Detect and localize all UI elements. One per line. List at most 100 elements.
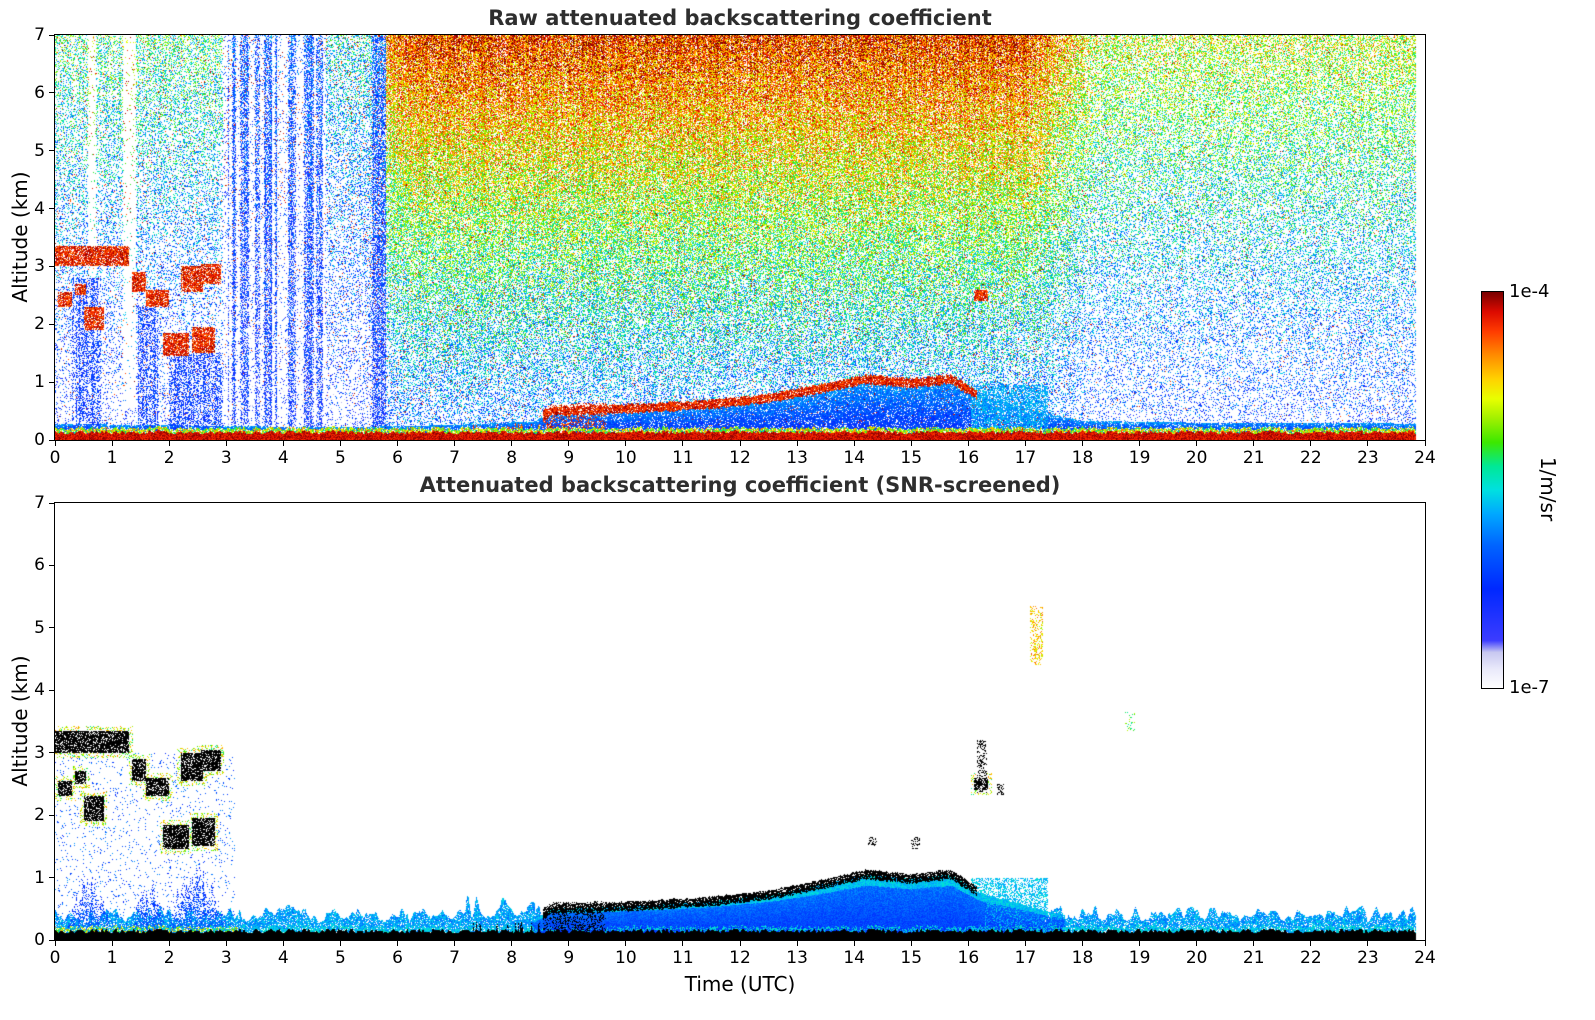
x-tick [1196,441,1198,446]
x-tick [1424,941,1426,946]
x-tick [1310,941,1312,946]
y-tick-label: 7 [34,25,45,45]
y-tick [49,92,54,94]
x-tick [54,941,56,946]
x-tick-label: 9 [563,448,575,468]
x-tick-label: 1 [106,448,118,468]
colorbar [1481,291,1504,689]
x-tick-label: 4 [277,948,289,968]
y-tick [49,439,54,441]
x-tick-label: 4 [277,448,289,468]
x-tick-label: 18 [1071,948,1094,968]
x-tick [1310,441,1312,446]
x-tick [225,441,227,446]
x-tick [910,441,912,446]
x-tick [910,941,912,946]
x-tick-label: 22 [1300,448,1322,468]
y-tick-label: 2 [34,805,45,826]
raw-panel-title: Raw attenuated backscattering coefficien… [488,6,992,30]
colorbar-gradient [1482,292,1503,688]
y-tick-label: 7 [34,493,45,513]
x-tick [1424,441,1426,446]
x-tick-label: 8 [506,948,518,968]
x-tick [1253,941,1255,946]
x-tick-label: 0 [49,948,61,968]
x-tick [796,941,798,946]
x-tick [1139,941,1141,946]
x-tick-label: 13 [786,448,808,468]
x-tick [568,441,570,446]
x-tick-label: 2 [163,948,175,968]
x-tick [1367,941,1369,946]
x-tick [967,941,969,946]
y-tick [49,150,54,152]
screened-panel-title: Attenuated backscattering coefficient (S… [419,473,1061,497]
x-tick [454,941,456,946]
x-tick [1367,441,1369,446]
y-tick [49,208,54,210]
x-tick-label: 24 [1414,448,1436,468]
y-tick-label: 0 [34,930,45,950]
y-tick [49,627,54,629]
x-tick-label: 1 [106,948,118,968]
x-tick-label: 11 [672,448,694,468]
x-tick-label: 10 [615,448,637,468]
x-tick-label: 11 [672,948,694,968]
x-tick [625,441,627,446]
x-tick [682,941,684,946]
y-tick [49,323,54,325]
x-tick-label: 23 [1357,448,1379,468]
x-tick-label: 20 [1185,448,1208,468]
x-tick [1024,441,1026,446]
y-tick-label: 3 [34,742,45,763]
y-tick-label: 5 [34,617,45,638]
colorbar-max-label: 1e-4 [1509,281,1550,302]
x-tick [111,941,113,946]
x-tick [739,941,741,946]
x-tick [54,441,56,446]
x-tick [1082,441,1083,446]
y-tick-label: 1 [34,867,45,888]
x-tick [568,941,570,946]
x-tick [282,441,284,446]
y-tick [49,502,54,504]
x-tick [511,441,513,446]
x-axis-label: Time (UTC) [684,972,796,996]
x-tick [853,941,855,946]
x-tick-label: 19 [1128,448,1151,468]
colorbar-unit-label: 1/m/sr [1536,456,1560,522]
x-tick-label: 15 [900,448,923,468]
x-tick-label: 15 [900,948,923,968]
y-tick-label: 5 [34,140,45,161]
y-tick [49,752,54,754]
x-tick-label: 24 [1414,948,1436,968]
x-tick [967,441,969,446]
x-tick-label: 6 [392,948,403,968]
raw-backscatter-panel [54,34,1426,441]
x-tick-label: 3 [220,948,232,968]
x-tick-label: 22 [1300,948,1322,968]
y-tick [49,381,54,383]
x-tick [1196,941,1198,946]
screened-backscatter-heatmap [55,503,1425,940]
x-tick [1024,941,1026,946]
x-tick-label: 13 [786,948,808,968]
x-tick-label: 3 [220,448,232,468]
x-tick [339,441,341,446]
x-tick-label: 7 [449,448,460,468]
x-tick [739,441,741,446]
x-tick-label: 0 [49,448,61,468]
x-tick-label: 16 [957,448,980,468]
x-tick [1082,941,1083,946]
x-tick-label: 8 [506,448,518,468]
x-tick-label: 20 [1185,948,1208,968]
x-tick-label: 19 [1128,948,1151,968]
x-tick-label: 12 [729,448,751,468]
y-tick-label: 4 [34,198,45,219]
raw-backscatter-heatmap [55,35,1425,440]
x-tick-label: 17 [1014,448,1037,468]
x-tick-label: 16 [957,948,980,968]
x-tick [1253,441,1255,446]
y-tick [49,34,54,36]
y-tick [49,564,54,566]
